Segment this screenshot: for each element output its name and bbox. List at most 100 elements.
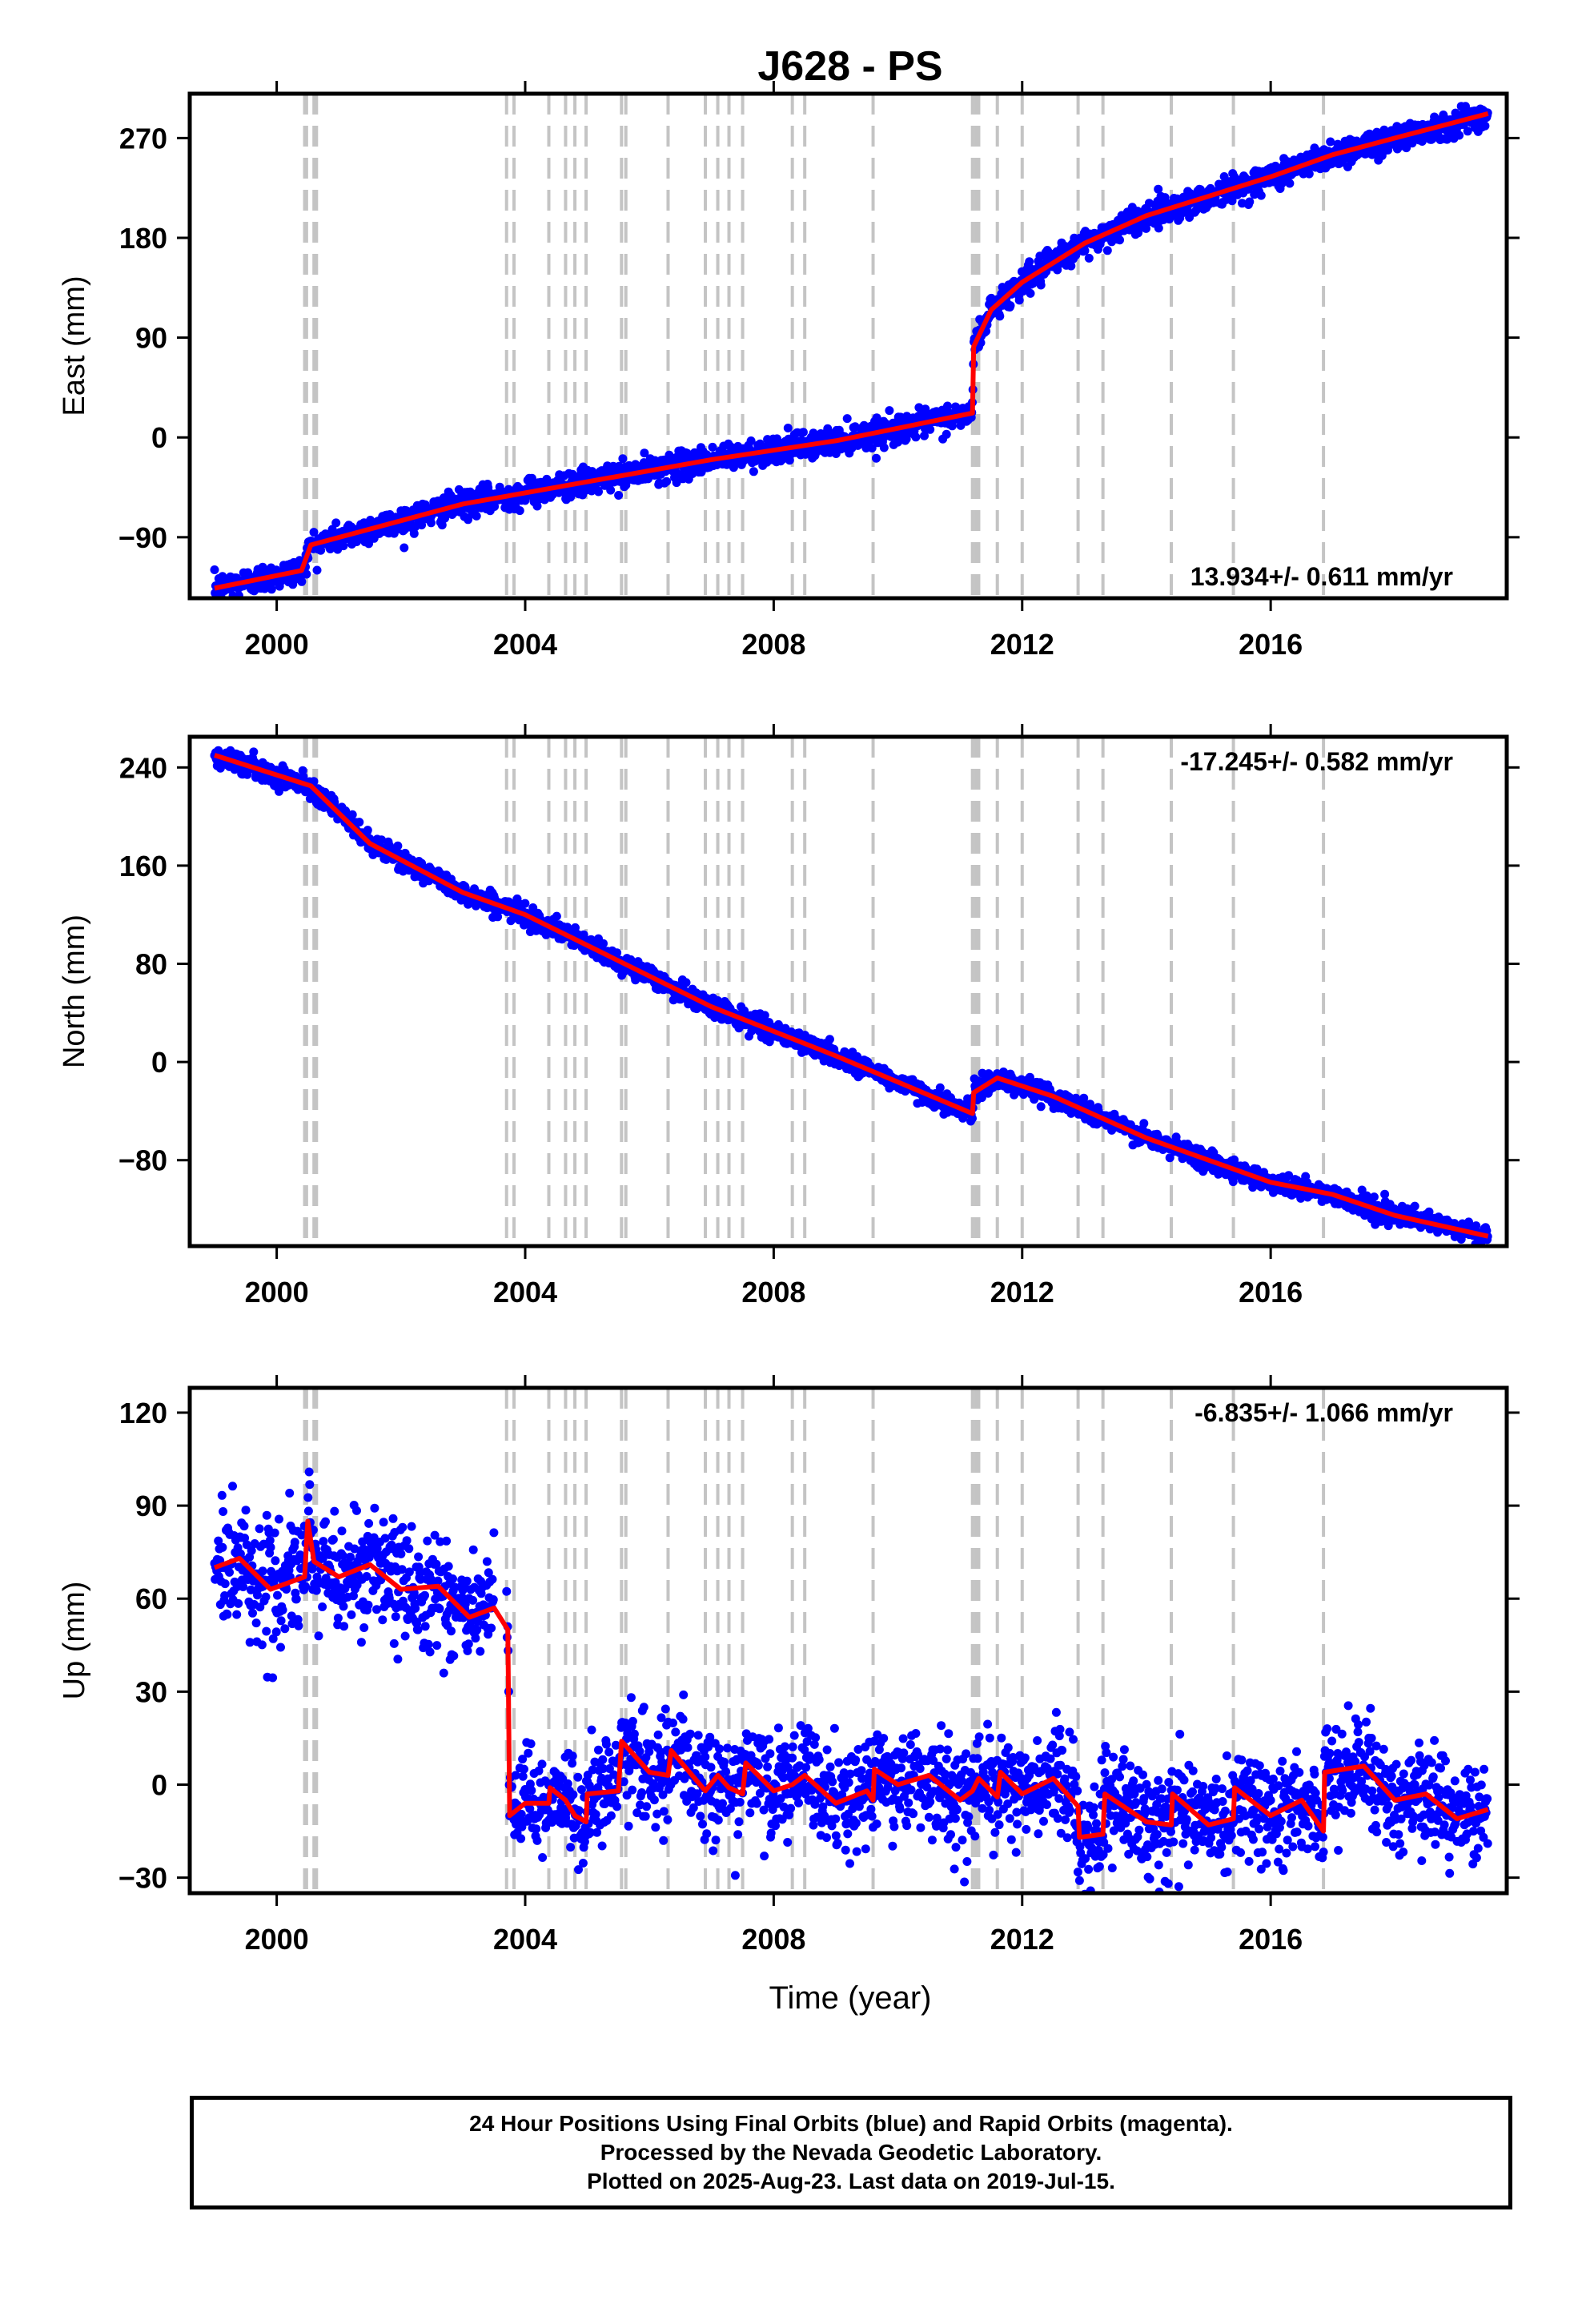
y-tick-label: 240 [119, 751, 167, 784]
data-point [1256, 191, 1266, 200]
data-point [417, 858, 427, 868]
data-point [594, 487, 603, 497]
data-point [708, 442, 717, 452]
data-point [1036, 1102, 1046, 1112]
data-point [1410, 1201, 1419, 1211]
y-tick-label: 160 [119, 850, 167, 883]
data-point [850, 422, 860, 432]
data-point [1463, 127, 1472, 136]
data-point [363, 826, 372, 835]
data-point [606, 485, 616, 495]
data-point [355, 818, 364, 827]
y-tick-label: 0 [151, 421, 167, 454]
data-point [210, 565, 219, 574]
data-point [879, 443, 889, 452]
data-point [1285, 179, 1295, 188]
data-point [409, 529, 419, 538]
data-point [1304, 169, 1314, 179]
x-tick-label: 2016 [1239, 628, 1303, 661]
data-point [339, 541, 348, 551]
data-point [243, 568, 253, 577]
data-point [599, 939, 608, 948]
north-rate-label: -17.245+/- 0.582 mm/yr [1180, 747, 1453, 776]
data-point [515, 506, 524, 516]
data-point [1165, 1153, 1174, 1163]
data-point [614, 491, 624, 500]
y-tick-label: 180 [119, 222, 167, 255]
data-point [760, 1011, 769, 1020]
x-tick-label: 2000 [245, 628, 309, 661]
data-point [427, 518, 436, 528]
y-tick-label: −80 [118, 1144, 167, 1177]
x-tick-label: 2012 [990, 1276, 1054, 1309]
data-point [377, 835, 386, 845]
data-point [1026, 288, 1035, 298]
data-point [783, 424, 793, 432]
y-tick-label: 0 [151, 1046, 167, 1079]
data-point [520, 899, 530, 908]
data-point [552, 911, 561, 921]
data-point [1036, 280, 1046, 290]
data-point [393, 841, 403, 850]
data-point [911, 432, 921, 442]
x-tick-label: 2000 [245, 1276, 309, 1309]
data-point [798, 428, 808, 437]
data-point [1028, 279, 1038, 288]
data-point [825, 1035, 834, 1044]
data-point [297, 577, 307, 586]
data-point [331, 518, 341, 528]
y-tick-label: 270 [119, 122, 167, 155]
data-point [662, 476, 672, 486]
data-point [920, 431, 929, 440]
data-point [1245, 197, 1255, 207]
panels: −90 0 90 180 270 2000 2004 2008 2012 2016 East (mm… [58, 81, 1520, 1956]
data-point [672, 478, 681, 488]
data-point [1480, 121, 1490, 131]
y-tick-label: 80 [135, 948, 167, 981]
data-point [267, 585, 276, 594]
east-rate-label: 13.934+/- 0.611 mm/yr [1191, 562, 1453, 591]
data-point [312, 565, 322, 575]
east-y-axis-label: East (mm) [58, 275, 91, 416]
data-point [249, 747, 259, 757]
data-point [1472, 1221, 1481, 1231]
data-point [309, 777, 319, 786]
y-tick-label: 90 [135, 322, 167, 355]
x-tick-label: 2016 [1239, 1276, 1303, 1309]
data-point [740, 1006, 749, 1015]
x-tick-label: 2008 [741, 1276, 805, 1309]
data-point [1139, 1119, 1149, 1128]
data-point [1066, 261, 1076, 271]
north-points [210, 746, 1492, 1246]
data-point [995, 312, 1005, 321]
chart-title: J628 - PS [757, 43, 942, 90]
data-point [347, 810, 357, 819]
data-point [472, 511, 481, 521]
data-point [612, 948, 622, 958]
data-point [1154, 184, 1163, 194]
data-point [532, 501, 542, 511]
y-tick-label: −90 [118, 521, 167, 554]
data-point [1080, 246, 1090, 255]
data-point [935, 1083, 945, 1092]
data-point [309, 528, 319, 537]
data-point [1014, 296, 1024, 305]
east-plot-area [210, 94, 1492, 598]
data-point [968, 1114, 977, 1124]
x-tick-label: 2004 [493, 1276, 557, 1309]
data-point [1079, 1093, 1089, 1103]
data-point [1380, 1189, 1390, 1199]
east-model-line [214, 111, 1489, 591]
data-point [1115, 235, 1124, 245]
data-point [746, 436, 756, 445]
data-point [885, 406, 894, 416]
data-point [640, 448, 649, 458]
east-axes-frame [187, 91, 1509, 601]
data-point [1424, 1207, 1434, 1216]
data-point [618, 454, 628, 464]
data-point [527, 473, 536, 483]
data-point [1248, 1183, 1258, 1192]
